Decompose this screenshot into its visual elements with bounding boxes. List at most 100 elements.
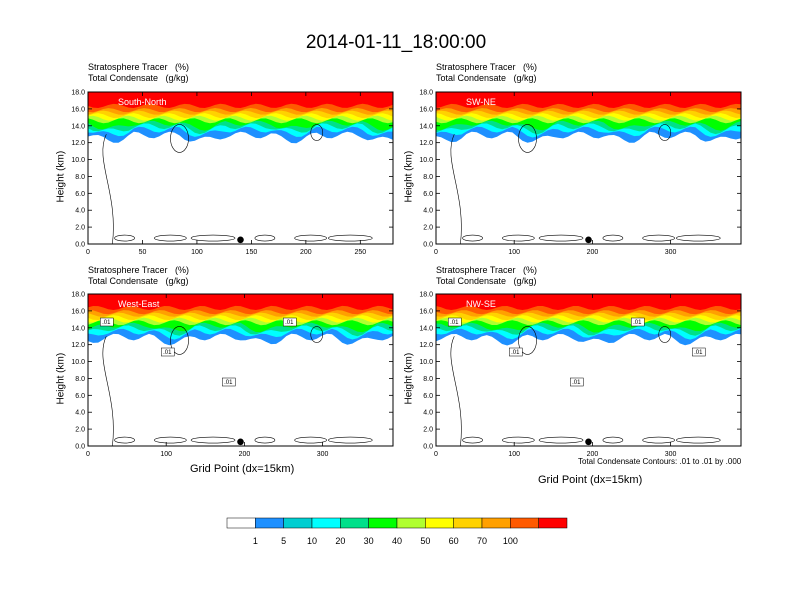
- xtick-label: 250: [354, 249, 366, 256]
- location-marker: [585, 438, 592, 446]
- contour-label: .01: [633, 320, 642, 326]
- ytick-label: 14.0: [419, 325, 433, 332]
- tracer-shading: [88, 92, 393, 144]
- ytick-label: 10.0: [419, 157, 433, 164]
- colorbar: 1 5 10 20 30 40 50 60 70 100: [226, 517, 568, 546]
- ytick-label: 16.0: [71, 106, 85, 113]
- ytick-label: 18.0: [419, 292, 433, 299]
- ytick-label: 10.0: [419, 359, 433, 366]
- panel-nw-se: 0.0 2.0 4.0 6.0 8.0 10.0 12.0 14.0 16.0 18.0 0 100 2…: [419, 292, 742, 458]
- section-label: SW-NE: [466, 97, 496, 107]
- colorbar-swatch: [226, 517, 256, 529]
- ytick-label: 0.0: [423, 242, 433, 249]
- ytick-label: 2.0: [423, 427, 433, 434]
- xtick-label: 300: [317, 451, 329, 458]
- contour-label: .01: [694, 350, 703, 356]
- contour-label: .01: [450, 320, 459, 326]
- panel-1-ylabel: Height (km): [55, 150, 67, 203]
- condensate-contours: [450, 326, 721, 447]
- section-label: NW-SE: [466, 299, 496, 309]
- ytick-label: 18.0: [71, 292, 85, 299]
- colorbar-label: 50: [420, 536, 430, 546]
- xtick-label: 100: [160, 451, 172, 458]
- contour-label: .01: [511, 350, 520, 356]
- colorbar-swatch: [396, 517, 426, 529]
- colorbar-swatch: [453, 517, 483, 529]
- panel-west-east: 0.0 2.0 4.0 6.0 8.0 10.0 12.0 14.0 16.0 18.0 0 100 2…: [71, 292, 394, 458]
- panel-2-subtitle: Total Condensate (g/kg): [436, 73, 537, 83]
- xtick-label: 300: [665, 451, 677, 458]
- contour-label: .01: [102, 320, 111, 326]
- colorbar-swatch: [510, 517, 539, 529]
- colorbar-swatch: [481, 517, 511, 529]
- ytick-label: 2.0: [423, 225, 433, 232]
- ytick-label: 0.0: [423, 444, 433, 451]
- tracer-shading: [88, 294, 393, 346]
- location-marker: [237, 438, 244, 446]
- ytick-label: 4.0: [75, 208, 85, 215]
- colorbar-swatch: [425, 517, 454, 529]
- colorbar-label: 60: [449, 536, 459, 546]
- ytick-label: 0.0: [75, 242, 85, 249]
- section-label: South-North: [118, 97, 167, 107]
- panel-1-title: Stratosphere Tracer (%): [88, 62, 190, 72]
- xtick-label: 0: [86, 451, 90, 458]
- colorbar-swatch: [283, 517, 313, 529]
- ytick-label: 12.0: [71, 342, 85, 349]
- condensate-contours: [450, 124, 721, 245]
- ytick-label: 6.0: [75, 393, 85, 400]
- ytick-label: 0.0: [75, 444, 85, 451]
- ytick-label: 12.0: [71, 140, 85, 147]
- ytick-label: 18.0: [419, 90, 433, 97]
- ytick-label: 2.0: [75, 427, 85, 434]
- colorbar-label: 100: [503, 536, 518, 546]
- colorbar-label: 20: [335, 536, 345, 546]
- panel-2-title: Stratosphere Tracer (%): [436, 62, 538, 72]
- panel-south-north: 0.0 2.0 4.0 6.0 8.0 10.0 12.0 14.0 16.0 18.0 0 50 10…: [71, 90, 394, 256]
- colorbar-label: 5: [281, 536, 286, 546]
- section-label: West-East: [118, 299, 160, 309]
- contour-label: .01: [224, 380, 233, 386]
- panel-4-subtitle: Total Condensate (g/kg): [436, 276, 537, 286]
- panel-4-ylabel: Height (km): [403, 352, 415, 405]
- ytick-label: 16.0: [71, 308, 85, 315]
- ytick-label: 14.0: [71, 325, 85, 332]
- ytick-label: 4.0: [75, 410, 85, 417]
- contour-label: .01: [163, 350, 172, 356]
- ytick-label: 8.0: [75, 376, 85, 383]
- ytick-label: 10.0: [71, 359, 85, 366]
- ytick-label: 12.0: [419, 342, 433, 349]
- tracer-shading: [436, 92, 741, 143]
- colorbar-label: 40: [392, 536, 402, 546]
- xtick-label: 100: [508, 249, 520, 256]
- location-marker: [237, 236, 244, 244]
- xtick-label: 150: [246, 249, 258, 256]
- xtick-label: 300: [665, 249, 677, 256]
- ytick-label: 16.0: [419, 106, 433, 113]
- colorbar-swatch: [368, 517, 398, 529]
- location-marker: [585, 236, 592, 244]
- panel-sw-ne: 0.0 2.0 4.0 6.0 8.0 10.0 12.0 14.0 16.0 18.0 0 100 2…: [419, 90, 742, 256]
- panel-3-xlabel: Grid Point (dx=15km): [190, 463, 295, 475]
- ytick-label: 14.0: [419, 123, 433, 130]
- colorbar-label: 1: [253, 536, 258, 546]
- panel-3-title: Stratosphere Tracer (%): [88, 265, 190, 275]
- ytick-label: 4.0: [423, 208, 433, 215]
- tracer-shading: [436, 294, 741, 346]
- condensate-contours: [102, 124, 373, 245]
- ytick-label: 12.0: [419, 140, 433, 147]
- ytick-label: 8.0: [423, 376, 433, 383]
- colorbar-swatch: [340, 517, 369, 529]
- main-title: 2014-01-11_18:00:00: [305, 32, 487, 53]
- ytick-label: 6.0: [75, 191, 85, 198]
- colorbar-swatch: [255, 517, 284, 529]
- xtick-label: 0: [434, 249, 438, 256]
- xtick-label: 100: [191, 249, 203, 256]
- ytick-label: 18.0: [71, 90, 85, 97]
- xtick-label: 0: [86, 249, 90, 256]
- panel-2-ylabel: Height (km): [403, 150, 415, 203]
- ytick-label: 10.0: [71, 157, 85, 164]
- xtick-label: 0: [434, 451, 438, 458]
- xtick-label: 50: [139, 249, 147, 256]
- colorbar-label: 10: [307, 536, 317, 546]
